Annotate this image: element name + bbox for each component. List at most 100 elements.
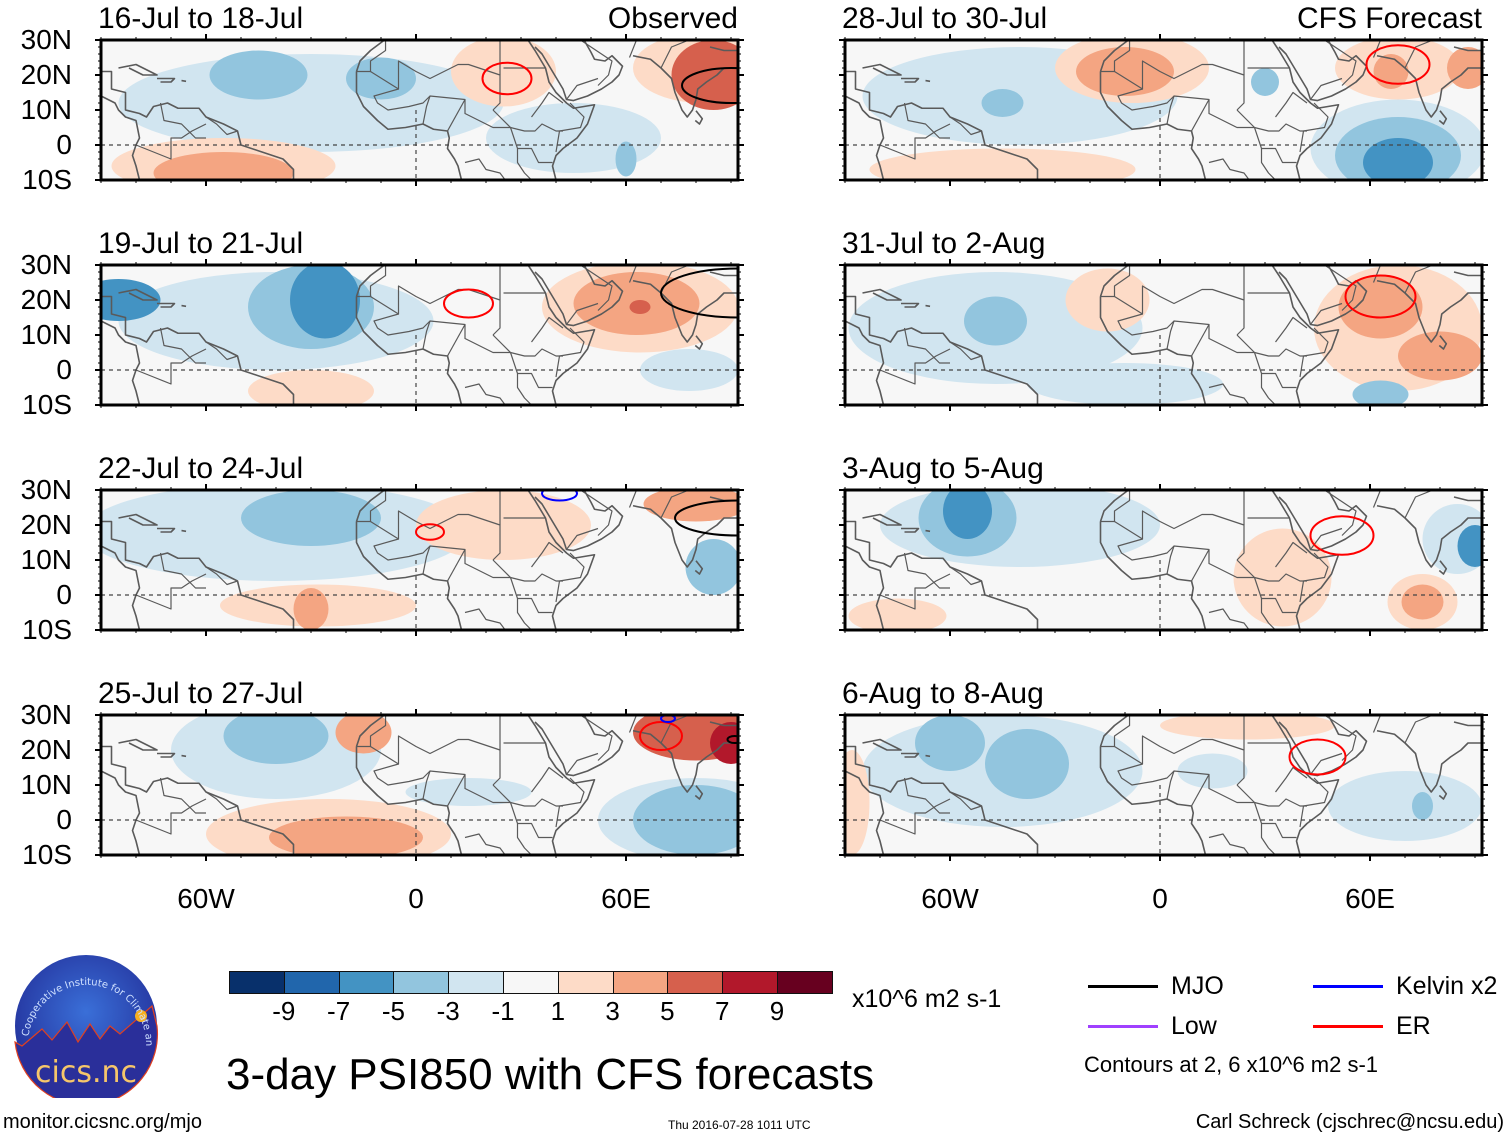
coastline bbox=[925, 754, 931, 758]
colorbar-cell bbox=[667, 971, 724, 994]
map-panel bbox=[839, 34, 1488, 186]
country-border bbox=[1253, 352, 1276, 405]
country-border bbox=[1310, 77, 1343, 100]
country-border bbox=[1100, 265, 1131, 298]
lon-tick-label: 0 bbox=[1152, 883, 1168, 914]
lat-tick-label: 10N bbox=[20, 544, 72, 575]
country-border bbox=[1236, 784, 1255, 803]
logo-sun bbox=[135, 1010, 147, 1022]
lon-tick-label: 60E bbox=[601, 883, 651, 914]
map-panel bbox=[95, 259, 744, 411]
country-border bbox=[879, 123, 951, 160]
positive-anomaly-region bbox=[269, 816, 423, 855]
colorbar-cell bbox=[503, 971, 560, 994]
negative-anomaly-region bbox=[981, 89, 1024, 117]
country-border bbox=[464, 833, 506, 855]
positive-anomaly-region bbox=[869, 148, 1136, 180]
coastline bbox=[527, 715, 596, 855]
lat-tick-label: 0 bbox=[56, 129, 72, 160]
colorbar-tick-label: 7 bbox=[714, 996, 730, 1026]
country-border bbox=[1275, 91, 1308, 118]
lat-tick-label: 30N bbox=[20, 474, 72, 505]
country-border bbox=[1117, 313, 1307, 357]
colorbar-tick-label: 3 bbox=[605, 996, 620, 1026]
country-border bbox=[1372, 265, 1382, 283]
coastline bbox=[1438, 335, 1448, 350]
coastline bbox=[632, 504, 738, 568]
country-border bbox=[555, 327, 585, 378]
country-border bbox=[555, 777, 585, 828]
positive-anomaly-region bbox=[335, 715, 392, 754]
colorbar-cell bbox=[393, 971, 450, 994]
er-contour bbox=[443, 288, 494, 319]
positive-anomaly-region bbox=[293, 588, 329, 630]
coastline bbox=[1278, 40, 1368, 102]
coastline bbox=[118, 513, 158, 526]
coastline bbox=[632, 54, 738, 118]
country-border bbox=[949, 116, 982, 136]
country-border bbox=[422, 320, 431, 350]
lat-tick-label: 20N bbox=[20, 59, 72, 90]
coastline bbox=[845, 70, 1039, 180]
country-border bbox=[1372, 40, 1382, 58]
country-border bbox=[464, 383, 506, 405]
timestamp: Thu 2016-07-28 1011 UTC bbox=[668, 1118, 811, 1132]
coastline bbox=[1376, 729, 1482, 793]
colorbar-units: x10^6 m2 s-1 bbox=[852, 985, 1002, 1013]
positive-anomaly-region bbox=[1065, 268, 1150, 332]
country-border bbox=[949, 341, 982, 361]
country-border bbox=[492, 109, 511, 128]
country-border bbox=[356, 40, 387, 73]
colorbar-cell bbox=[612, 971, 669, 994]
country-border bbox=[509, 577, 532, 630]
country-border bbox=[492, 559, 511, 578]
positive-anomaly-region bbox=[451, 40, 556, 107]
legend-item-mjo: MJO bbox=[1088, 972, 1224, 1001]
er-contour bbox=[1288, 738, 1347, 776]
contour-note: Contours at 2, 6 x10^6 m2 s-1 bbox=[1084, 1052, 1379, 1077]
legend-item-kelvin: Kelvin x2 bbox=[1313, 972, 1497, 1001]
negative-anomaly-region bbox=[943, 490, 992, 539]
mjo-contour bbox=[660, 267, 738, 319]
country-border bbox=[356, 265, 387, 298]
country-border bbox=[205, 116, 238, 136]
country-border bbox=[509, 352, 532, 405]
country-border bbox=[1114, 510, 1245, 561]
coastline bbox=[901, 77, 920, 83]
map-panel bbox=[839, 484, 1488, 636]
country-border bbox=[205, 791, 238, 811]
lon-tick-label: 60E bbox=[1345, 883, 1395, 914]
coastline bbox=[1099, 715, 1143, 747]
country-border bbox=[1166, 545, 1175, 575]
legend-label: MJO bbox=[1171, 972, 1224, 1000]
lat-tick-label: 10N bbox=[20, 319, 72, 350]
website-link[interactable]: monitor.cicsnc.org/mjo bbox=[3, 1111, 202, 1133]
country-border bbox=[135, 123, 207, 160]
negative-anomaly-region bbox=[985, 729, 1069, 799]
map-panel bbox=[95, 484, 744, 636]
coastline bbox=[709, 46, 738, 52]
country-border bbox=[903, 777, 950, 814]
coastline bbox=[1438, 785, 1448, 800]
legend-label: Kelvin x2 bbox=[1396, 972, 1498, 1000]
country-border bbox=[1261, 822, 1297, 839]
country-border bbox=[1310, 752, 1343, 775]
country-border bbox=[1299, 102, 1329, 153]
coastline bbox=[862, 63, 902, 76]
negative-anomaly-region bbox=[685, 539, 738, 595]
colorbar-tick-label: -3 bbox=[436, 996, 460, 1026]
country-border bbox=[373, 88, 563, 132]
country-border bbox=[879, 348, 951, 385]
positive-anomaly-region bbox=[416, 490, 591, 560]
coastline bbox=[118, 288, 158, 301]
negative-anomaly-region bbox=[118, 54, 504, 152]
country-border bbox=[1236, 334, 1255, 353]
coastline bbox=[118, 738, 158, 751]
coastline bbox=[101, 745, 295, 855]
coastline bbox=[925, 529, 931, 533]
country-border bbox=[531, 541, 564, 568]
coastline bbox=[1271, 40, 1340, 180]
colorbar-tick-label: -5 bbox=[381, 996, 405, 1026]
positive-anomaly-region bbox=[153, 152, 294, 180]
country-border bbox=[531, 91, 564, 118]
